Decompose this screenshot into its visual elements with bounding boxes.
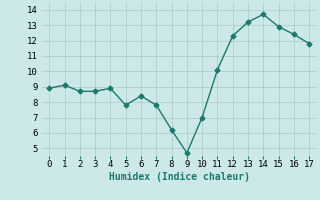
- X-axis label: Humidex (Indice chaleur): Humidex (Indice chaleur): [109, 172, 250, 182]
